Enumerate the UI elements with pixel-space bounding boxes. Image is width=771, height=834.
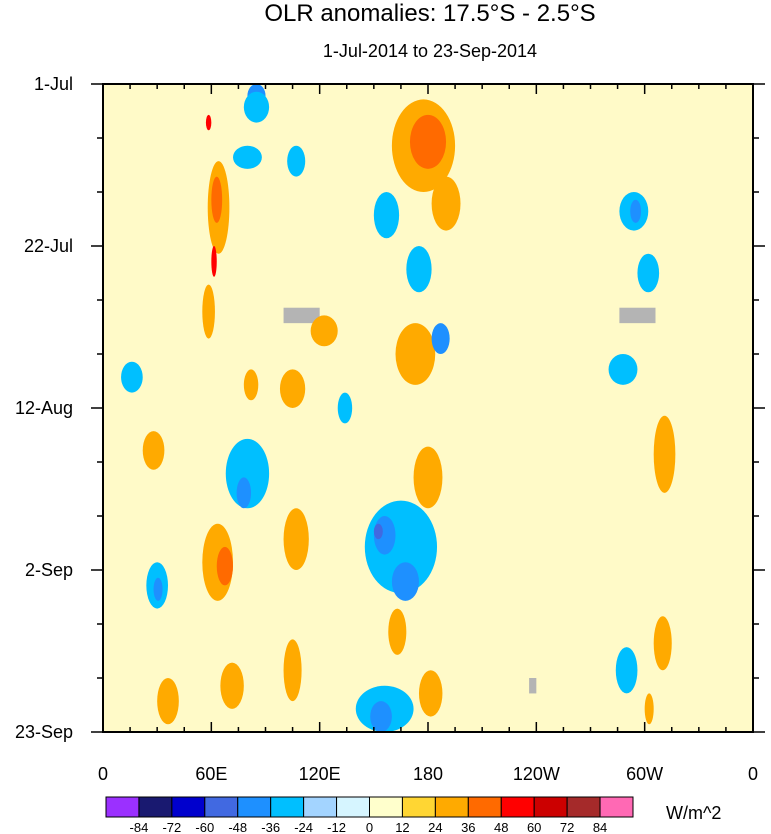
colorbar-swatch xyxy=(303,796,338,818)
y-tick-label: 2-Sep xyxy=(25,560,73,580)
y-axis-tick-labels: 1-Jul 22-Jul 12-Aug 2-Sep 23-Sep xyxy=(15,74,73,742)
colorbar-swatch xyxy=(434,796,469,818)
colorbar-level-label: 72 xyxy=(560,820,574,834)
pos-b3 xyxy=(431,176,461,231)
colorbar-level-label: 60 xyxy=(527,820,541,834)
pos-a2 xyxy=(211,176,223,223)
pos-a3 xyxy=(202,284,215,339)
neg-d3 xyxy=(287,145,306,177)
neg-a6 xyxy=(236,477,252,509)
colorbar-swatch xyxy=(500,796,535,818)
pos-a5 xyxy=(216,546,233,586)
x-tick-label: 120E xyxy=(299,764,341,784)
neg-c3 xyxy=(637,253,660,293)
colorbar-level-label: -12 xyxy=(327,820,346,834)
missing-1 xyxy=(283,307,320,324)
neg-d5 xyxy=(121,361,143,393)
colorbar-swatch xyxy=(566,796,601,818)
x-tick-label: 60W xyxy=(626,764,663,784)
y-tick-label: 12-Aug xyxy=(15,398,73,418)
colorbar-units: W/m^2 xyxy=(666,803,721,823)
colorbar-level-label: 24 xyxy=(428,820,442,834)
y-tick-label: 1-Jul xyxy=(34,74,73,94)
neg-d2 xyxy=(153,577,163,601)
neg-d4 xyxy=(337,392,353,424)
colorbar-swatch xyxy=(237,796,272,818)
colorbar-swatch xyxy=(369,796,403,818)
plot-area xyxy=(103,84,753,732)
colorbar-swatch xyxy=(270,796,305,818)
pos-e2 xyxy=(211,245,217,277)
y-tick-label: 22-Jul xyxy=(24,236,73,256)
neg-b9 xyxy=(370,701,392,732)
colorbar-level-label: -48 xyxy=(228,820,247,834)
colorbar-level-label: 0 xyxy=(366,820,373,834)
colorbar-swatch xyxy=(138,796,173,818)
pos-b4 xyxy=(395,323,436,385)
colorbar-swatch xyxy=(467,796,502,818)
neg-b7 xyxy=(391,562,419,601)
neg-a2 xyxy=(243,91,270,123)
x-tick-label: 0 xyxy=(748,764,758,784)
pos-b7 xyxy=(388,608,407,655)
colorbar-swatch xyxy=(105,796,140,818)
x-tick-label: 60E xyxy=(195,764,227,784)
pos-c2 xyxy=(653,616,672,671)
chart-title: OLR anomalies: 17.5°S - 2.5°S xyxy=(264,0,595,27)
x-tick-label: 120W xyxy=(513,764,560,784)
colorbar-level-label: -24 xyxy=(294,820,313,834)
y-tick-label: 23-Sep xyxy=(15,722,73,742)
neg-b3 xyxy=(431,323,450,355)
pos-b5 xyxy=(413,446,443,509)
x-tick-label: 0 xyxy=(98,764,108,784)
colorbar-swatch xyxy=(533,796,568,818)
pos-b6 xyxy=(418,670,443,717)
pos-d6 xyxy=(157,678,179,725)
colorbar-level-label: 84 xyxy=(593,820,607,834)
x-axis-tick-labels: 0 60E 120E 180 120W 60W 0 xyxy=(98,764,758,784)
missing-2 xyxy=(619,307,656,324)
pos-d5 xyxy=(142,431,165,470)
colorbar-swatch xyxy=(171,796,206,818)
neg-a5 xyxy=(225,438,270,509)
neg-b2 xyxy=(406,246,432,293)
neg-c4 xyxy=(615,647,638,694)
x-tick-label: 180 xyxy=(413,764,443,784)
colorbar-level-label: -60 xyxy=(195,820,214,834)
pos-b2 xyxy=(409,114,447,169)
axis-ticks xyxy=(91,83,765,733)
pos-a6 xyxy=(220,662,244,709)
colorbar-swatch xyxy=(204,796,239,818)
neg-c2 xyxy=(630,199,642,223)
pos-d1 xyxy=(283,508,309,570)
colorbar-level-label: 48 xyxy=(494,820,508,834)
colorbar xyxy=(105,796,634,818)
pos-d4 xyxy=(310,315,338,347)
pos-d3 xyxy=(279,369,306,409)
pos-d2 xyxy=(283,639,302,702)
pos-c1 xyxy=(653,415,676,493)
colorbar-level-label: -84 xyxy=(130,820,149,834)
colorbar-swatch xyxy=(336,796,370,818)
neg-a3 xyxy=(233,145,262,169)
colorbar-swatch xyxy=(401,796,436,818)
neg-b6 xyxy=(373,523,383,540)
colorbar-level-label: -72 xyxy=(162,820,181,834)
colorbar-level-label: 12 xyxy=(395,820,409,834)
pos-a7 xyxy=(243,369,259,401)
colorbar-level-label: 36 xyxy=(461,820,475,834)
neg-b1 xyxy=(373,192,400,239)
chart-subtitle: 1-Jul-2014 to 23-Sep-2014 xyxy=(323,41,537,61)
colorbar-labels: -84 -72 -60 -48 -36 -24 -12 0 12 24 36 48 60 72 84 xyxy=(130,820,608,834)
colorbar-level-label: -36 xyxy=(261,820,280,834)
missing-3 xyxy=(529,678,537,694)
pos-c3 xyxy=(644,693,654,725)
pos-e1 xyxy=(205,114,212,131)
neg-c5 xyxy=(608,354,638,385)
colorbar-swatch xyxy=(599,796,634,818)
